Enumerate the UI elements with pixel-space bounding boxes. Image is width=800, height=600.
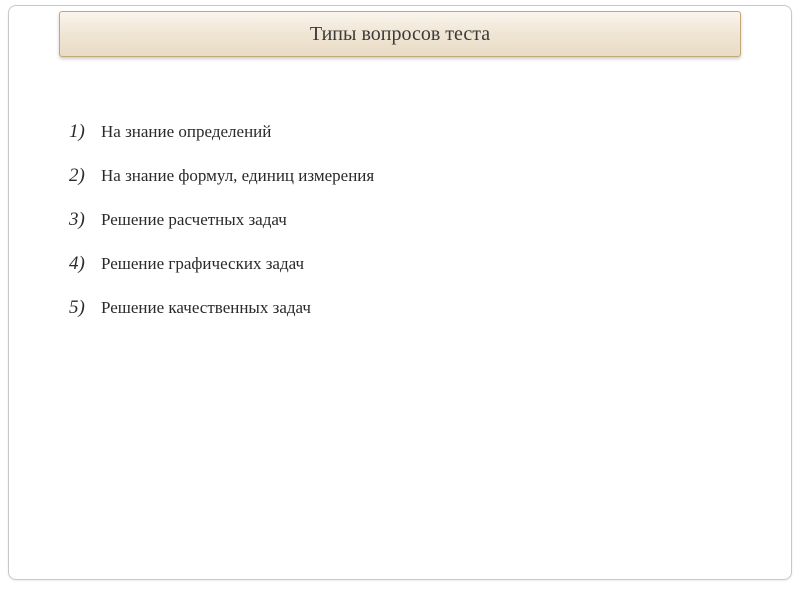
list-number: 5)	[69, 297, 101, 319]
list-number: 2)	[69, 165, 101, 187]
list-number: 4)	[69, 253, 101, 275]
list-number: 3)	[69, 209, 101, 231]
list-text: На знание формул, единиц измерения	[101, 166, 374, 186]
slide-frame: Типы вопросов теста 1) На знание определ…	[8, 5, 792, 580]
list-text: Решение качественных задач	[101, 298, 311, 318]
list-text: На знание определений	[101, 122, 271, 142]
list-container: 1) На знание определений 2) На знание фо…	[69, 121, 731, 341]
list-item: 5) Решение качественных задач	[69, 297, 731, 319]
list-number: 1)	[69, 121, 101, 143]
list-item: 4) Решение графических задач	[69, 253, 731, 275]
list-text: Решение графических задач	[101, 254, 304, 274]
slide-title: Типы вопросов теста	[310, 23, 490, 46]
list-text: Решение расчетных задач	[101, 210, 287, 230]
list-item: 3) Решение расчетных задач	[69, 209, 731, 231]
title-banner: Типы вопросов теста	[59, 11, 741, 57]
list-item: 2) На знание формул, единиц измерения	[69, 165, 731, 187]
list-item: 1) На знание определений	[69, 121, 731, 143]
